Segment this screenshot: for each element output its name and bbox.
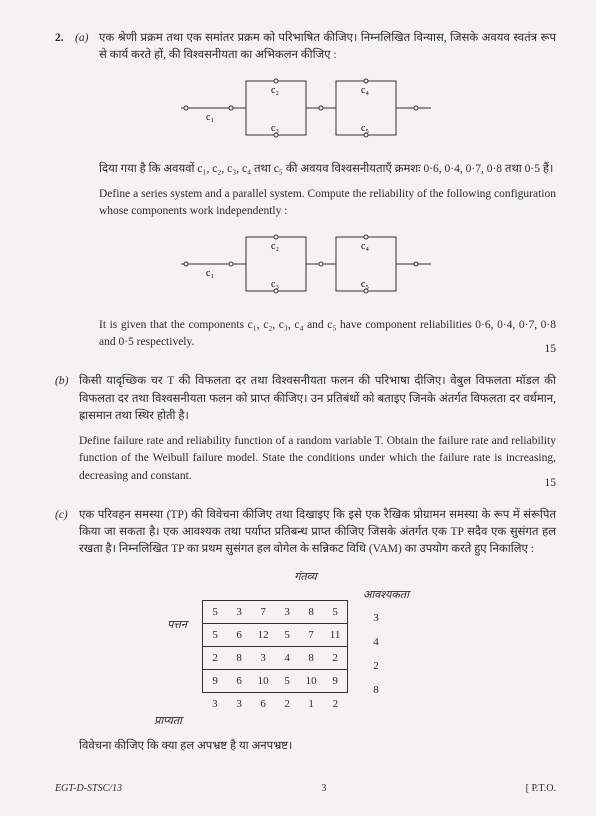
question-2: 2. (a) एक श्रेणी प्रक्रम तथा एक समांतर प…	[55, 30, 556, 359]
svg-text:c₄: c₄	[361, 85, 369, 96]
footer-code: EGT-D-STSC/13	[55, 781, 122, 796]
svg-text:c₃: c₃	[271, 123, 279, 134]
reliability-diagram-2: c₁ c₂ c₃ c₄ c₅	[55, 229, 556, 305]
footer-pto: [ P.T.O.	[526, 781, 556, 796]
svg-text:c₃: c₃	[271, 279, 279, 290]
diagram-svg: c₁ c₂ c₃ c₄ c₅	[176, 73, 436, 143]
part-a-eng-2: It is given that the components c₁, c₂, …	[99, 317, 556, 352]
svg-text:c₁: c₁	[206, 112, 214, 123]
reliability-diagram-1: c₁ c₂ c₃ c₄ c₅	[55, 73, 556, 149]
dest-label: गंतव्य	[202, 569, 409, 586]
part-b-hindi: किसी यादृच्छिक चर T की विफलता दर तथा विश…	[79, 373, 556, 425]
part-b-label: (b)	[55, 373, 79, 390]
part-a-hindi-2: दिया गया है कि अवयवों c₁, c₂, c₃, c₄ तथा…	[99, 161, 556, 178]
tp-table: पत्तन प्राप्यता गंतव्य 537385 56125711 2…	[55, 569, 556, 728]
svg-text:c₂: c₂	[271, 85, 279, 96]
svg-text:c₂: c₂	[271, 241, 279, 252]
part-b: (b) किसी यादृच्छिक चर T की विफलता दर तथा…	[55, 373, 556, 493]
part-b-eng: Define failure rate and reliability func…	[79, 433, 556, 485]
question-number: 2.	[55, 30, 75, 47]
part-b-marks: 15	[545, 475, 557, 492]
avail-label: प्राप्यता	[154, 713, 182, 730]
svg-text:c₅: c₅	[361, 123, 369, 134]
page-footer: EGT-D-STSC/13 3 [ P.T.O.	[55, 781, 556, 796]
part-a-hindi-1: एक श्रेणी प्रक्रम तथा एक समांतर प्रक्रम …	[99, 30, 556, 65]
origin-label: पत्तन	[167, 617, 187, 634]
diagram-svg-2: c₁ c₂ c₃ c₄ c₅	[176, 229, 436, 299]
svg-text:c₅: c₅	[361, 279, 369, 290]
svg-text:c₁: c₁	[206, 268, 214, 279]
tp-requirements: आवश्यकता 3 4 2 8	[363, 587, 409, 728]
part-a-marks: 15	[545, 341, 557, 358]
part-c-note: विवेचना कीजिए कि क्या हल अपभ्रष्ट है या …	[79, 738, 556, 755]
tp-cost-matrix: 537385 56125711 283482 96105109 336212	[202, 600, 348, 715]
part-c: (c) एक परिवहन समस्या (TP) की विवेचना कीज…	[55, 507, 556, 755]
part-c-label: (c)	[55, 507, 79, 524]
part-a-label: (a)	[75, 30, 99, 47]
page-number: 3	[321, 781, 326, 796]
req-label: आवश्यकता	[363, 587, 409, 604]
part-a-eng-1: Define a series system and a parallel sy…	[99, 186, 556, 221]
part-c-hindi: एक परिवहन समस्या (TP) की विवेचना कीजिए त…	[79, 507, 556, 559]
svg-text:c₄: c₄	[361, 241, 369, 252]
